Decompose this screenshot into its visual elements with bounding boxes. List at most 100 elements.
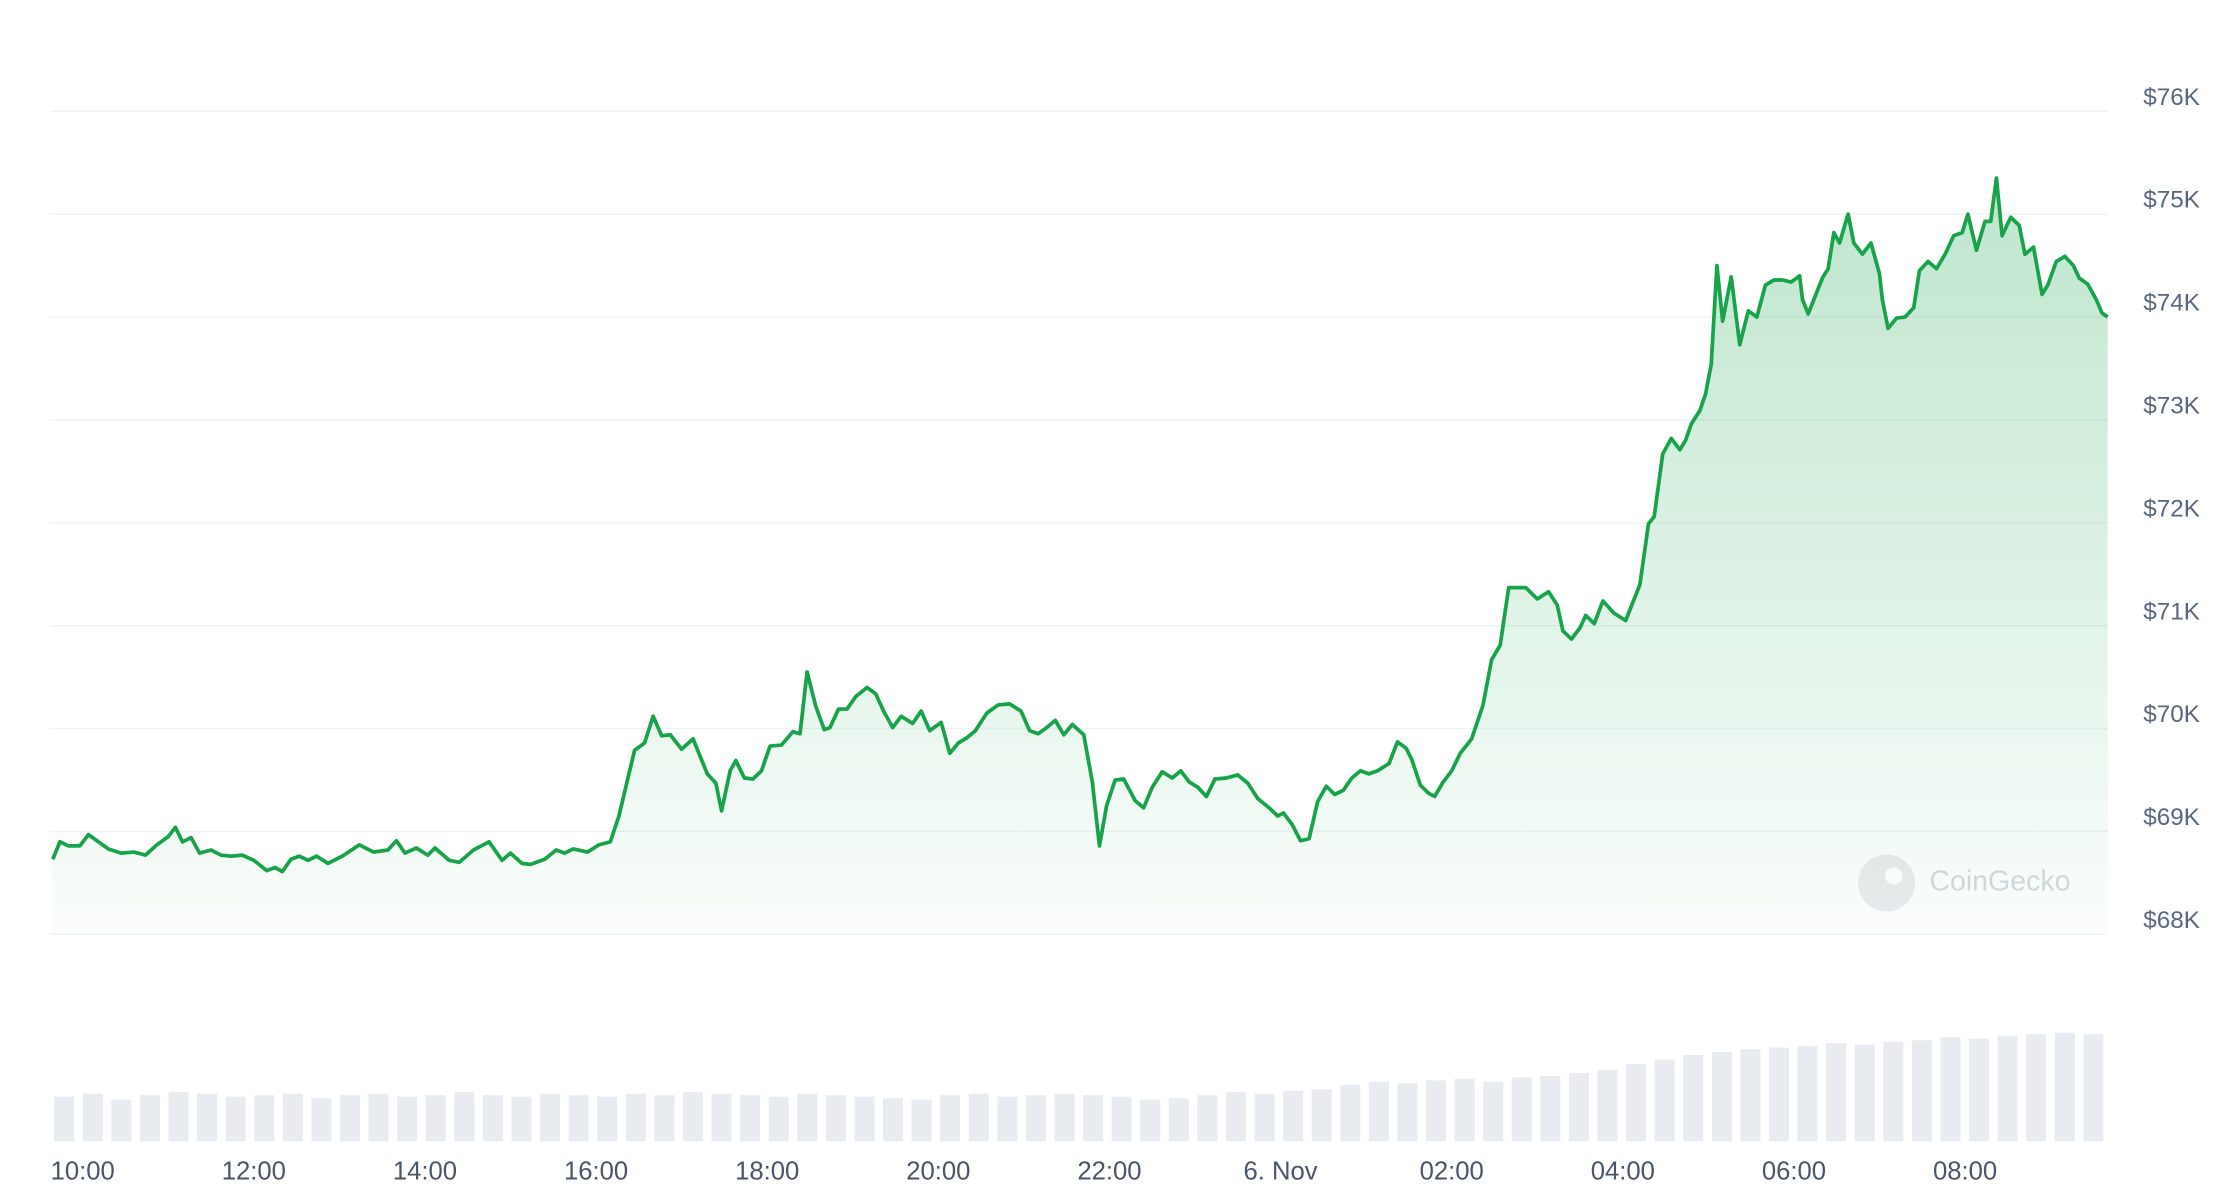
x-tick-label: 20:00	[906, 1157, 970, 1185]
volume-bar	[254, 1095, 275, 1142]
area	[52, 178, 2108, 935]
volume-bar	[1540, 1075, 1561, 1142]
volume-bar	[311, 1098, 332, 1142]
volume-bar	[1568, 1072, 1589, 1142]
x-tick-label: 04:00	[1591, 1157, 1655, 1185]
x-tick-label: 12:00	[222, 1157, 286, 1185]
volume-bar	[1454, 1078, 1475, 1142]
volume-bar	[111, 1099, 132, 1142]
volume-bar	[2054, 1032, 2075, 1142]
x-tick-label: 6. Nov	[1243, 1157, 1317, 1185]
x-tick-label: 18:00	[735, 1157, 799, 1185]
volume-bar	[1197, 1095, 1218, 1142]
volume-bar	[197, 1093, 218, 1142]
y-tick-label: $75K	[2143, 187, 2200, 214]
volume-bar	[511, 1096, 532, 1142]
y-tick-label: $71K	[2143, 598, 2200, 625]
volume-bar	[1626, 1063, 1647, 1142]
volume-bar	[1969, 1038, 1990, 1142]
x-tick-label: 08:00	[1933, 1157, 1997, 1185]
y-tick-label: $76K	[2143, 84, 2200, 111]
x-tick-label: 06:00	[1762, 1157, 1826, 1185]
volume-bar	[854, 1096, 875, 1142]
volume-bar	[1368, 1081, 1389, 1142]
volume-bar	[1311, 1089, 1332, 1142]
volume-bar	[997, 1096, 1018, 1142]
volume-bar	[1340, 1084, 1361, 1142]
volume-bar	[1683, 1055, 1704, 1142]
volume-bar	[54, 1096, 75, 1142]
volume-bar	[1426, 1080, 1447, 1142]
volume-bar	[1883, 1041, 1904, 1142]
volume-bar	[1225, 1092, 1246, 1142]
watermark-logo-eye	[1885, 867, 1903, 885]
volume-bar	[1797, 1046, 1818, 1142]
volume-bar	[1711, 1052, 1732, 1142]
volume-bar	[339, 1095, 361, 1142]
volume-bar	[1140, 1099, 1161, 1142]
volume-bar	[1054, 1093, 1075, 1142]
volume-bar	[1597, 1069, 1618, 1142]
volume-bar	[797, 1093, 818, 1142]
volume-bar	[1168, 1098, 1189, 1142]
volume-bar	[1826, 1043, 1847, 1142]
volume-bar	[368, 1093, 389, 1142]
volume-bar	[2026, 1034, 2047, 1142]
y-tick-label: $74K	[2143, 290, 2200, 317]
volume-bar	[454, 1092, 475, 1142]
volume-bar	[1911, 1040, 1932, 1142]
watermark-logo	[1858, 854, 1916, 912]
volume-bar	[825, 1095, 846, 1142]
volume-bar	[2083, 1034, 2104, 1142]
volume-bar	[654, 1095, 675, 1142]
x-tick-label: 22:00	[1077, 1157, 1141, 1185]
volume-bar	[1768, 1047, 1789, 1142]
volume-bar	[168, 1092, 189, 1142]
price-line	[51, 176, 2109, 874]
y-tick-label: $73K	[2143, 392, 2200, 419]
volume-bar	[883, 1098, 904, 1142]
volume-bar	[82, 1093, 103, 1142]
volume-bar	[1283, 1090, 1304, 1142]
watermark: CoinGecko	[1858, 854, 2070, 912]
y-tick-label: $70K	[2143, 701, 2200, 728]
watermark-text: CoinGecko	[1929, 866, 2070, 898]
y-tick-label: $72K	[2143, 495, 2200, 522]
x-tick-label: 16:00	[564, 1157, 628, 1185]
volume-bar	[282, 1093, 303, 1142]
x-tick-label: 14:00	[393, 1157, 457, 1185]
volume-bar	[597, 1096, 618, 1142]
volume-bar	[1483, 1081, 1504, 1142]
x-tick-label: 10:00	[51, 1157, 115, 1185]
volume-bar	[482, 1095, 503, 1142]
volume-bar	[1254, 1093, 1275, 1142]
volume-bar	[1940, 1037, 1961, 1142]
volume-bar	[1111, 1096, 1132, 1142]
volume-bar	[1511, 1077, 1532, 1142]
volume-bar	[397, 1096, 418, 1142]
volume-bar	[425, 1095, 446, 1142]
volume-bar	[1397, 1083, 1418, 1142]
volume-bar	[768, 1096, 789, 1142]
volume-bar	[740, 1095, 761, 1142]
x-tick-label: 02:00	[1420, 1157, 1484, 1185]
volume-bar	[1740, 1049, 1761, 1142]
volume-bar	[711, 1093, 732, 1142]
volume-bar	[1083, 1095, 1104, 1142]
y-tick-label: $69K	[2143, 804, 2200, 831]
volume-bar	[1997, 1035, 2018, 1142]
volume-bar	[568, 1095, 589, 1142]
y-tick-label: $68K	[2143, 907, 2200, 934]
volume-bar	[682, 1092, 703, 1142]
volume-bar	[625, 1093, 646, 1142]
volume-bar	[1854, 1044, 1875, 1142]
volume-bar	[1654, 1059, 1675, 1142]
volume-bar	[225, 1096, 246, 1142]
volume-bar	[968, 1093, 989, 1142]
volume-bar	[139, 1095, 160, 1142]
volume-bar	[940, 1095, 961, 1142]
volume-bar	[1025, 1095, 1046, 1142]
volume-bar	[540, 1093, 561, 1142]
